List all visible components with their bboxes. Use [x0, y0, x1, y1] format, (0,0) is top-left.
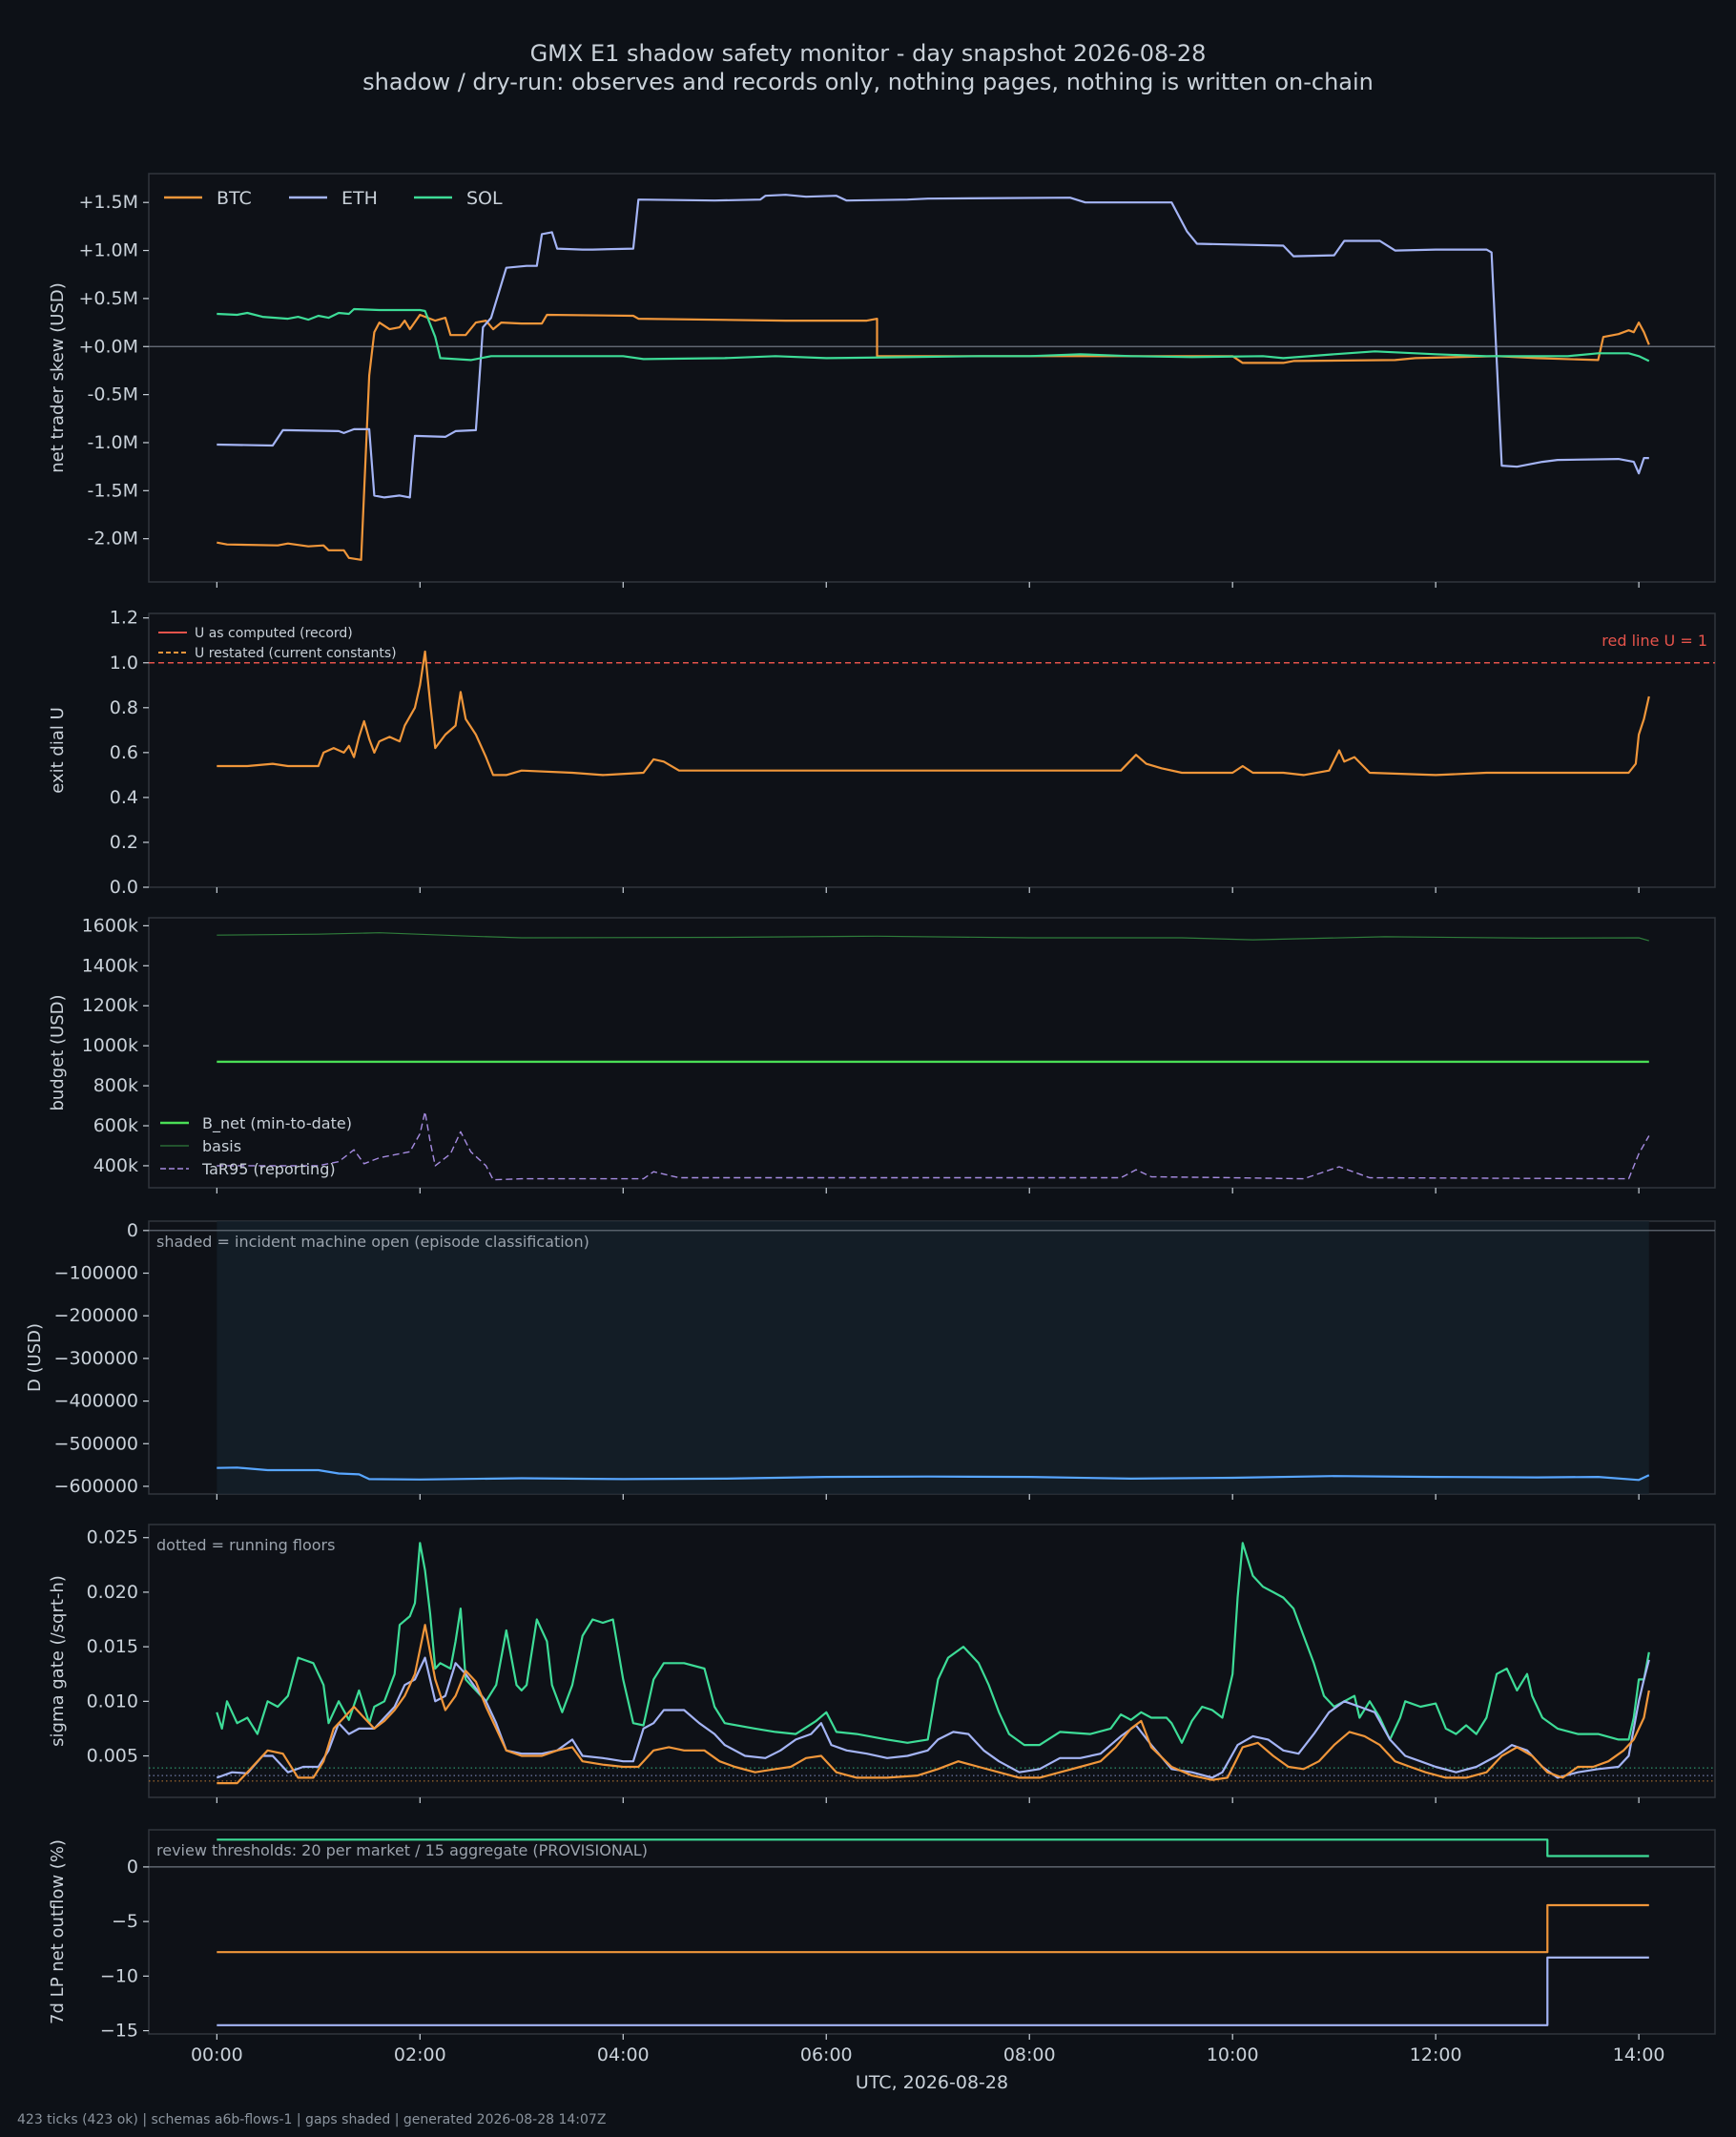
legend-label: B_net (min-to-date): [202, 1114, 352, 1133]
chart-subtitle: shadow / dry-run: observes and records o…: [362, 69, 1374, 95]
series-line-eth: [216, 1656, 1650, 1779]
legend-label: BTC: [217, 188, 252, 209]
y-tick-label: 1.0: [110, 653, 138, 674]
y-tick-label: 0.025: [87, 1527, 138, 1548]
panel-exit_dial: [143, 612, 1716, 893]
y-tick-label: −600000: [54, 1476, 138, 1497]
y-tick-label: 800k: [93, 1075, 138, 1096]
series-line-tar95-reporting-: [217, 1110, 1650, 1181]
y-tick-label: 600k: [93, 1115, 138, 1136]
legend-label: basis: [202, 1137, 241, 1155]
y-axis-label: D (USD): [25, 1323, 45, 1392]
y-tick-label: 0: [127, 1220, 138, 1241]
y-tick-label: 400k: [93, 1155, 138, 1176]
y-tick-label: +1.0M: [78, 240, 138, 261]
series-line-u-restated-current-constants-: [217, 650, 1650, 777]
y-tick-label: 0.015: [87, 1636, 138, 1657]
y-tick-label: −400000: [54, 1391, 138, 1412]
legend-label: TaR95 (reporting): [201, 1160, 336, 1178]
y-axis-label: net trader skew (USD): [48, 282, 68, 473]
y-tick-label: 1.2: [110, 608, 138, 629]
x-tick-label: 04:00: [597, 2044, 650, 2065]
panel-frame: [148, 1829, 1716, 2035]
y-tick-label: 1200k: [82, 995, 138, 1016]
y-tick-label: -0.5M: [88, 384, 138, 405]
x-tick-label: 08:00: [1003, 2044, 1056, 2065]
chart-title: GMX E1 shadow safety monitor - day snaps…: [529, 40, 1207, 67]
series-line-btc: [217, 1624, 1650, 1785]
x-tick-label: 14:00: [1613, 2044, 1665, 2065]
legend-label: ETH: [341, 188, 378, 209]
legend-label: U as computed (record): [195, 626, 353, 641]
y-axis-label: budget (USD): [48, 994, 68, 1110]
series-line-sol: [216, 1542, 1650, 1747]
y-tick-label: −200000: [54, 1305, 138, 1326]
y-tick-label: 0.020: [87, 1582, 138, 1603]
y-tick-label: 0: [127, 1857, 138, 1878]
x-tick-label: 12:00: [1410, 2044, 1462, 2065]
y-tick-label: −100000: [54, 1263, 138, 1284]
legend-label: SOL: [466, 188, 503, 209]
y-tick-label: 0.4: [110, 787, 138, 808]
panel-frame: [148, 612, 1716, 888]
panel-frame: [148, 917, 1716, 1189]
y-axis-label: 7d LP net outflow (%): [48, 1839, 68, 2024]
y-tick-label: 0.8: [110, 697, 138, 718]
y-tick-label: -1.0M: [88, 432, 138, 453]
panel-frame: [148, 1524, 1716, 1798]
red-line-label: red line U = 1: [1602, 632, 1707, 650]
series-line-sol: [217, 1838, 1649, 1857]
y-tick-label: +1.5M: [78, 192, 138, 213]
series-line-basis: [217, 932, 1649, 942]
x-tick-label: 02:00: [394, 2044, 446, 2065]
y-axis-label: sigma gate (/sqrt-h): [48, 1575, 68, 1747]
y-tick-label: −500000: [54, 1433, 138, 1454]
panel-annotation: shaded = incident machine open (episode …: [156, 1233, 589, 1251]
y-tick-label: +0.0M: [78, 336, 138, 357]
panel-budget: [143, 917, 1716, 1193]
y-tick-label: 0.0: [110, 877, 138, 898]
y-tick-label: 0.2: [110, 832, 138, 853]
panel-drawdown: [143, 1220, 1716, 1500]
y-tick-label: 0.6: [110, 742, 138, 763]
y-tick-label: -2.0M: [88, 529, 138, 550]
legend-label: U restated (current constants): [195, 646, 397, 661]
x-tick-label: 00:00: [191, 2044, 243, 2065]
x-tick-label: 06:00: [800, 2044, 853, 2065]
series-line-eth: [217, 194, 1649, 499]
panel-sigma: [143, 1524, 1716, 1803]
y-tick-label: +0.5M: [78, 288, 138, 309]
y-tick-label: 1000k: [82, 1035, 138, 1056]
y-tick-label: 0.010: [87, 1691, 138, 1712]
y-tick-label: -1.5M: [88, 480, 138, 501]
series-line-sol: [217, 307, 1650, 363]
panel-skew: [143, 173, 1716, 588]
incident-shaded-region: [217, 1221, 1649, 1494]
footer-status: 423 ticks (423 ok) | schemas a6b-flows-1…: [17, 2112, 607, 2127]
y-axis-label: exit dial U: [48, 707, 68, 794]
y-tick-label: −10: [100, 1965, 138, 1986]
y-tick-label: 0.005: [87, 1746, 138, 1767]
y-tick-label: −300000: [54, 1348, 138, 1369]
panel-annotation: review thresholds: 20 per market / 15 ag…: [156, 1841, 648, 1859]
panel-annotation: dotted = running floors: [156, 1536, 335, 1554]
y-tick-label: 1400k: [82, 955, 138, 976]
panel-lp_outflow: [143, 1829, 1716, 2040]
y-tick-label: −5: [112, 1911, 138, 1932]
y-tick-label: 1600k: [82, 915, 138, 936]
series-line-btc: [217, 1903, 1649, 1954]
y-tick-label: −15: [100, 2021, 138, 2042]
series-line-eth: [217, 1956, 1649, 2026]
series-line-d: [217, 1466, 1650, 1482]
x-axis-label: UTC, 2026-08-28: [856, 2072, 1008, 2093]
panel-frame: [148, 173, 1716, 583]
x-tick-label: 10:00: [1207, 2044, 1259, 2065]
